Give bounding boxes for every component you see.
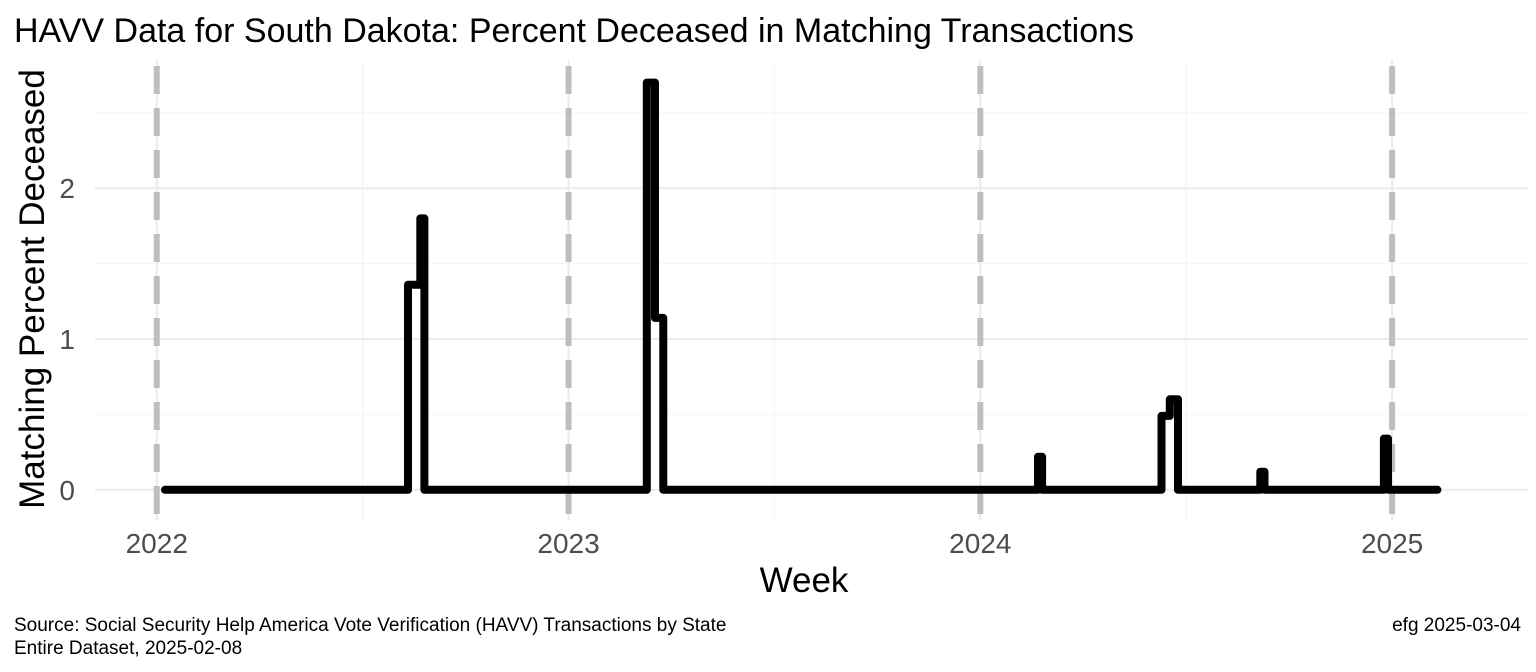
source-caption-line1: Source: Social Security Help America Vot…: [14, 615, 726, 636]
x-tick-label: 2024: [949, 528, 1011, 559]
plot-panel: [95, 60, 1528, 520]
y-tick-label: 1: [59, 324, 75, 355]
y-axis-ticks: 0 1 2: [59, 173, 75, 506]
chart-title: HAVV Data for South Dakota: Percent Dece…: [14, 12, 1134, 50]
x-axis-ticks: 2022 2023 2024 2025: [126, 528, 1424, 559]
credit-caption: efg 2025-03-04: [1392, 615, 1521, 636]
y-tick-label: 0: [59, 475, 75, 506]
source-caption-line2: Entire Dataset, 2025-02-08: [14, 638, 242, 659]
y-tick-label: 2: [59, 173, 75, 204]
x-tick-label: 2025: [1361, 528, 1423, 559]
x-tick-label: 2023: [537, 528, 599, 559]
series-layer: [161, 78, 1442, 494]
x-tick-label: 2022: [126, 528, 188, 559]
y-axis-label: Matching Percent Deceased: [13, 69, 52, 509]
series-line: [161, 78, 1442, 494]
gridlines: [95, 60, 1528, 520]
x-axis-label: Week: [760, 561, 849, 600]
year-reference-lines: [153, 66, 1396, 520]
